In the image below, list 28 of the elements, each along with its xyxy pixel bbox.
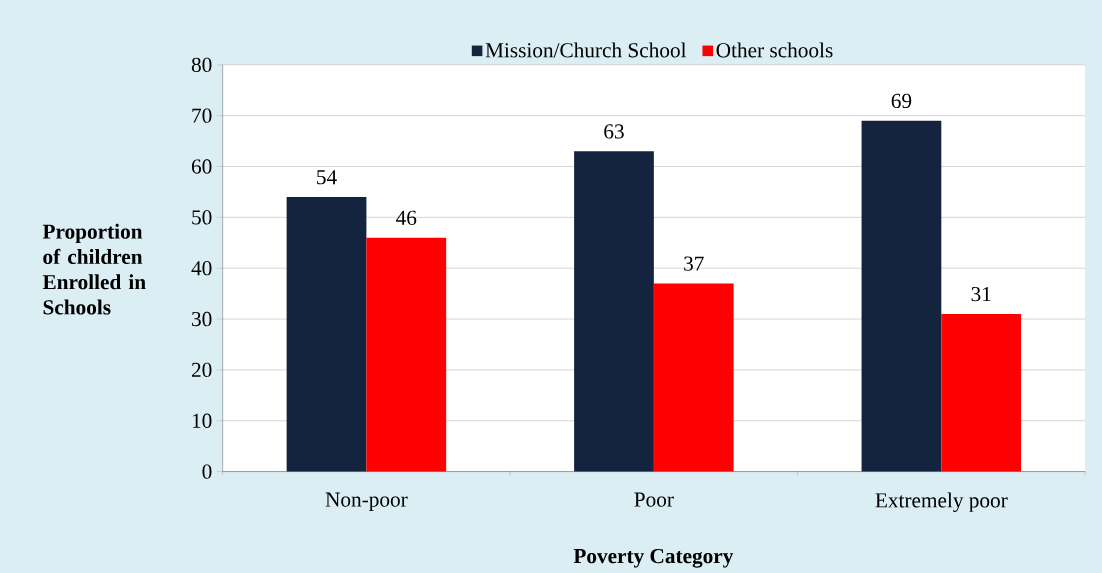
y-tick-label: 70 (192, 108, 212, 123)
y-axis-title: Proportion of children Enrolled in Schools (42, 223, 146, 315)
y-tick-label: 50 (192, 210, 212, 225)
bar (574, 151, 654, 472)
data-label: 69 (891, 93, 912, 108)
x-axis-title: Poverty Category (573, 548, 734, 568)
x-tick-label: Extremely poor (875, 492, 1008, 512)
data-label: 31 (971, 286, 991, 302)
x-tick-label: Non-poor (325, 492, 408, 511)
y-tick-label: 30 (192, 311, 212, 327)
y-tick-label: 80 (191, 57, 212, 72)
data-label: 37 (684, 256, 704, 271)
bar (366, 237, 447, 472)
y-tick-label: 10 (192, 413, 212, 428)
legend-label: Other schools (716, 42, 833, 58)
data-label: 54 (317, 170, 337, 185)
data-label: 46 (396, 210, 417, 225)
bar (653, 283, 734, 472)
bar (941, 313, 1022, 472)
bar (286, 196, 367, 472)
y-tick-label: 40 (191, 260, 212, 276)
x-tick-label: Poor (634, 492, 674, 507)
legend-label: Mission/Church School (485, 42, 687, 58)
bar (861, 120, 942, 472)
data-label: 63 (604, 124, 624, 139)
y-tick-label: 60 (191, 159, 212, 174)
y-tick-label: 0 (202, 464, 212, 479)
y-tick-label: 20 (191, 362, 212, 377)
